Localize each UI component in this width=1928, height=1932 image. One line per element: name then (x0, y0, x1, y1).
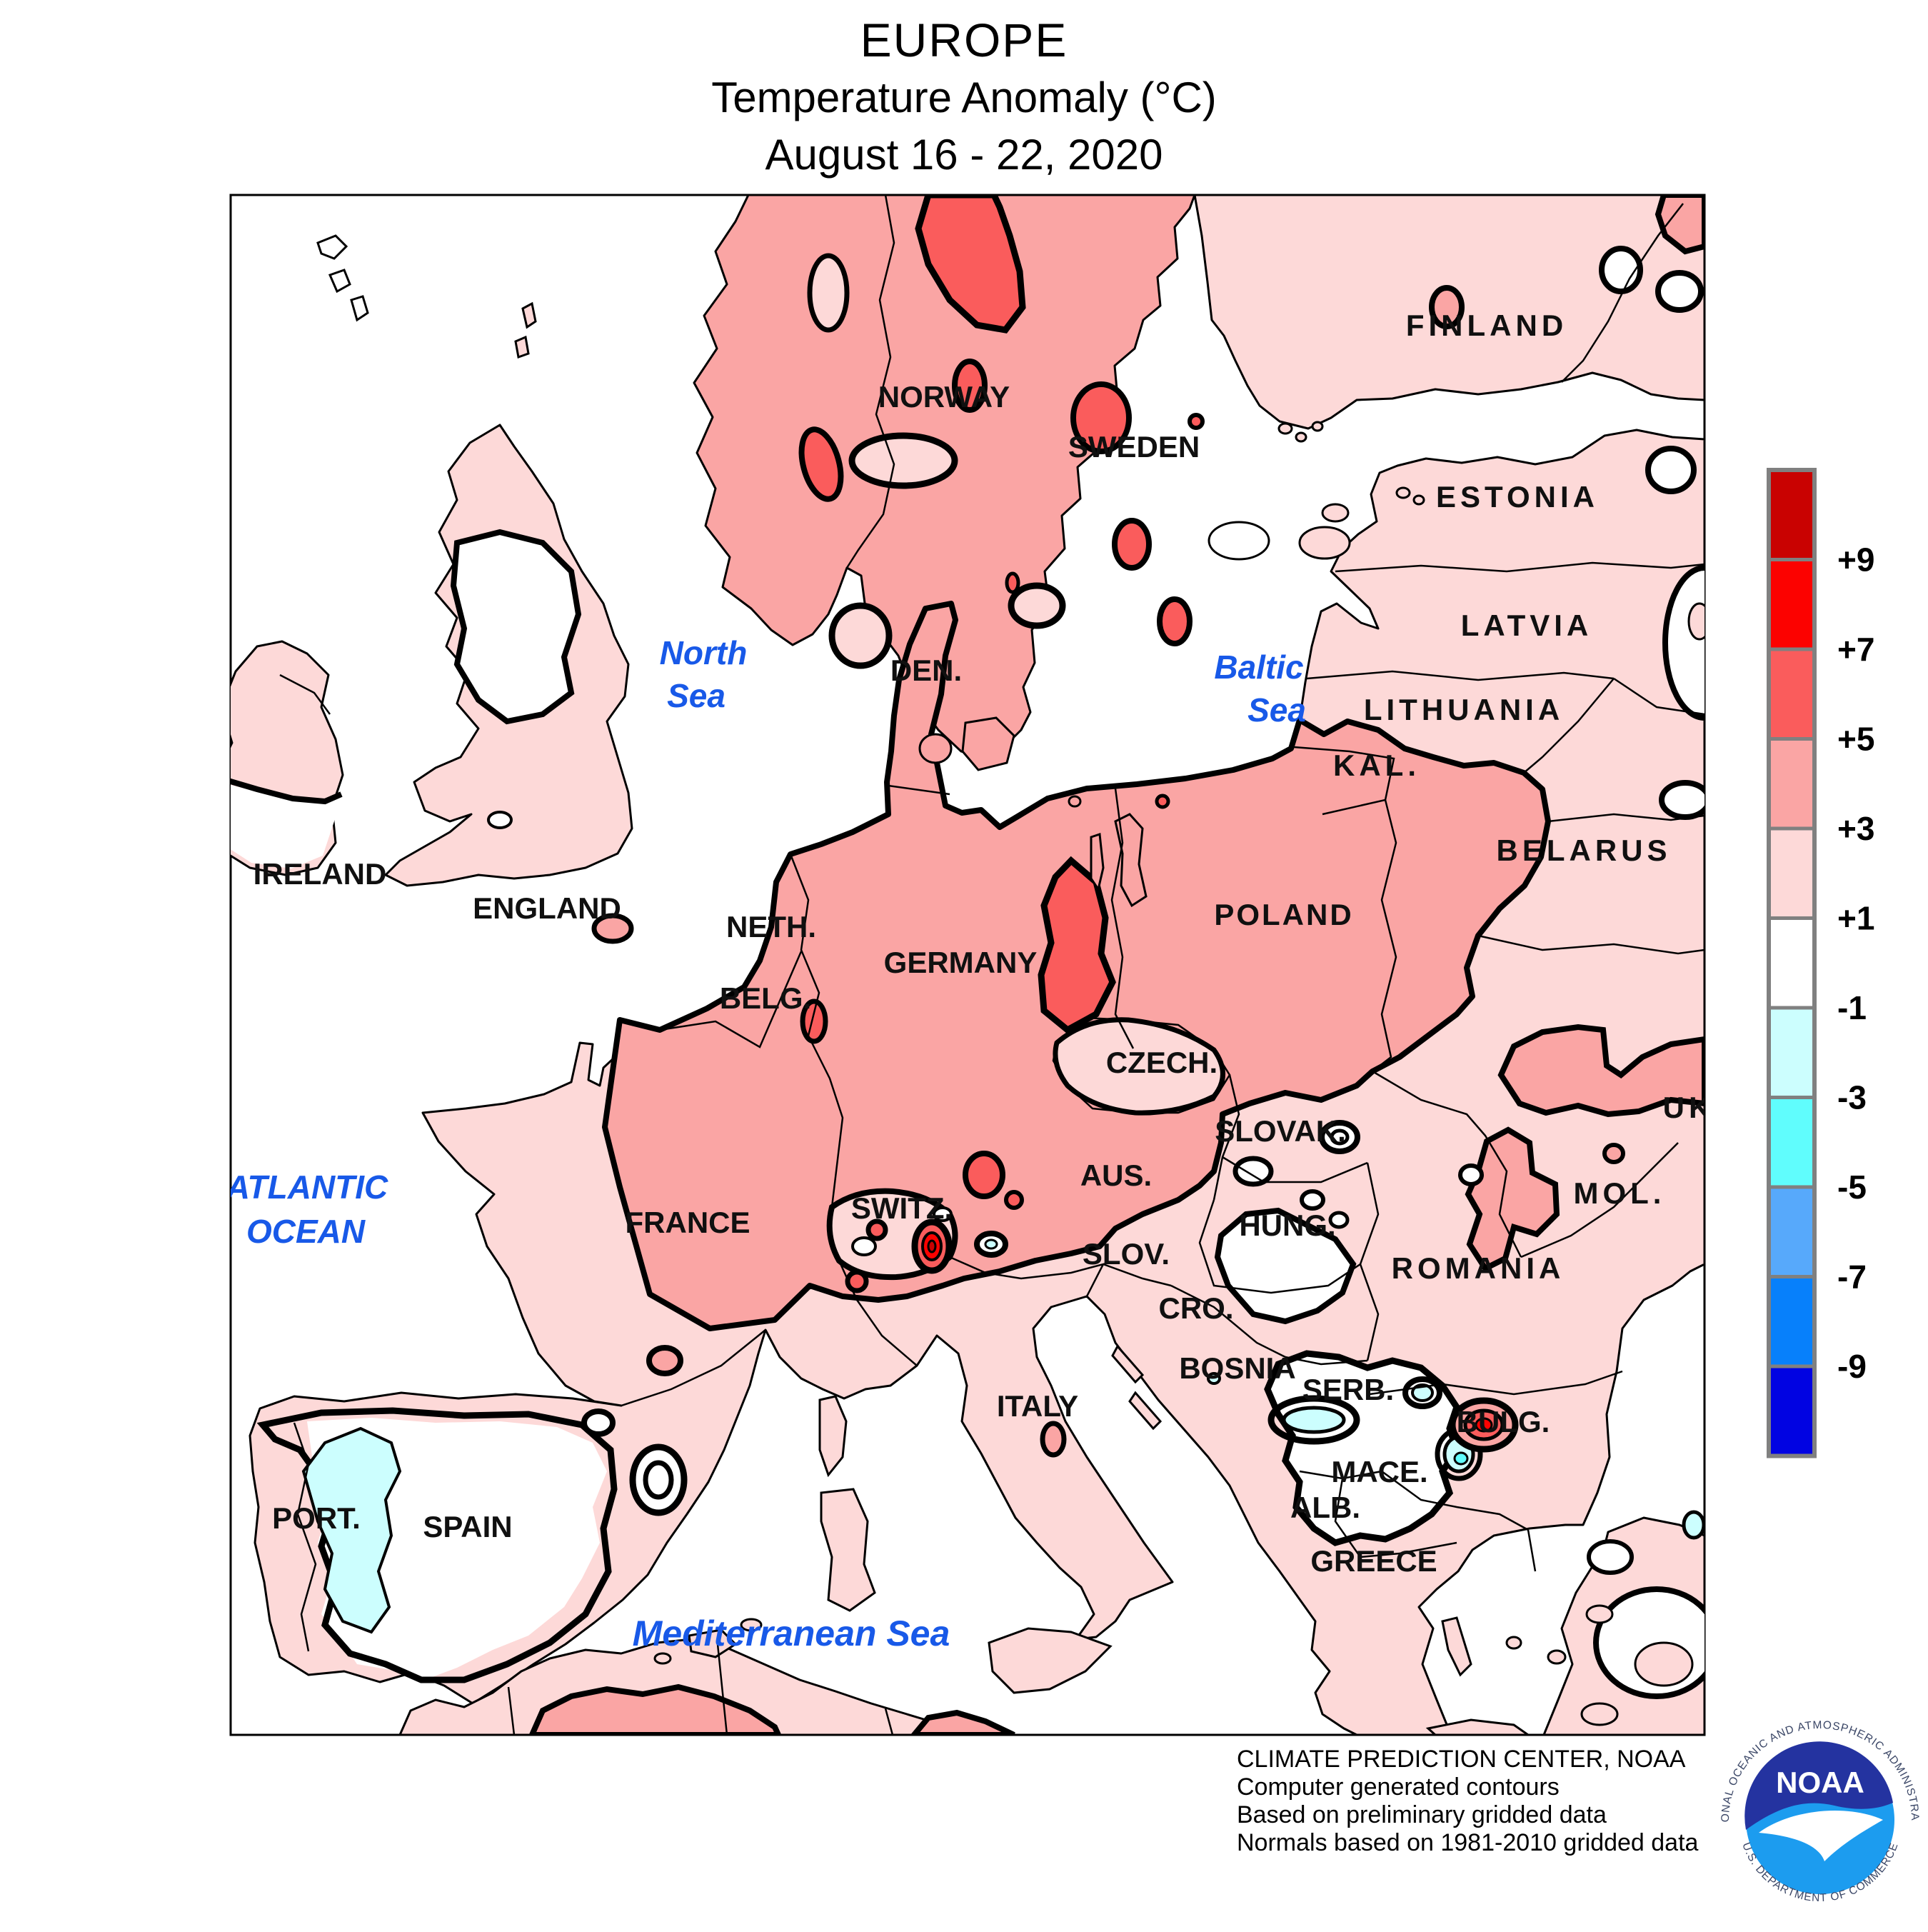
country-label-port: PORT. (272, 1501, 361, 1535)
sea-label-atlantic: ATLANTIC (226, 1168, 388, 1206)
country-label-latvia: LATVIA (1461, 609, 1593, 642)
islands (316, 234, 1619, 1735)
country-label-mace: MACE. (1331, 1455, 1427, 1488)
country-label-poland: POLAND (1214, 898, 1353, 931)
footer-line-2: Computer generated contours (1237, 1773, 1560, 1801)
country-label-romania: ROMANIA (1392, 1251, 1565, 1285)
map-date-range: August 16 - 22, 2020 (765, 131, 1163, 179)
country-label-mol: MOL. (1574, 1176, 1666, 1210)
country-label-ireland: IRELAND (253, 857, 387, 891)
legend-cell-7 (1767, 1096, 1817, 1189)
country-borders (279, 195, 1704, 1735)
country-label-belarus: BELARUS (1496, 834, 1671, 867)
legend-cell-2 (1767, 647, 1817, 741)
noaa-logo: NOAA NATIONAL OCEANIC AND ATMOSPHERIC AD… (1718, 1718, 1922, 1922)
country-label-den: DEN. (890, 654, 962, 687)
legend-label-+9: +9 (1837, 541, 1874, 579)
country-label-france: FRANCE (626, 1206, 750, 1239)
legend-cell-5 (1767, 916, 1817, 1010)
legend-label--5: -5 (1837, 1168, 1867, 1206)
country-label-aus: AUS. (1080, 1158, 1152, 1192)
footer-line-4: Normals based on 1981-2010 gridded data (1237, 1829, 1699, 1856)
legend-cell-9 (1767, 1275, 1817, 1368)
legend-cell-8 (1767, 1185, 1817, 1278)
sea-label-north: North (660, 634, 748, 671)
legend-cell-6 (1767, 1006, 1817, 1099)
legend-label--9: -9 (1837, 1348, 1867, 1385)
noaa-seagull-icon (1759, 1811, 1883, 1861)
legend-label-+1: +1 (1837, 900, 1874, 937)
country-label-bosnia: BOSNIA (1179, 1351, 1295, 1385)
legend-cell-4 (1767, 826, 1817, 920)
neutral-and-cool-pockets (231, 246, 1704, 1699)
legend-label--1: -1 (1837, 989, 1867, 1026)
country-label-italy: ITALY (997, 1389, 1078, 1423)
country-label-belg: BELG. (720, 981, 811, 1015)
sea-label-mediterraneansea: Mediterranean Sea (633, 1613, 950, 1653)
country-label-england: ENGLAND (473, 891, 621, 925)
country-label-hung: HUNG. (1239, 1208, 1335, 1242)
footer-credits: CLIMATE PREDICTION CENTER, NOAA Computer… (1237, 1746, 1722, 1857)
legend-cell-0 (1767, 468, 1817, 561)
country-label-spain: SPAIN (423, 1510, 512, 1543)
country-label-germany: GERMANY (884, 946, 1038, 979)
sea-label-sea: Sea (1247, 691, 1306, 729)
country-label-switz: SWITZ. (851, 1191, 953, 1225)
country-label-lithuania: LITHUANIA (1364, 693, 1564, 726)
legend-cell-10 (1767, 1364, 1817, 1458)
legend-label-+5: +5 (1837, 721, 1874, 758)
country-label-czech: CZECH. (1106, 1046, 1217, 1079)
legend-label-+7: +7 (1837, 631, 1874, 668)
temperature-scale-legend: +9 +7 +5 +3 +1 -1 -3 -5 -7 -9 (1767, 468, 1874, 1458)
country-label-neth: NETH. (726, 910, 816, 944)
sea-labels: North Sea Baltic Sea ATLANTIC OCEAN Mediterran… (226, 634, 1306, 1653)
footer-line-1: CLIMATE PREDICTION CENTER, NOAA (1237, 1746, 1686, 1773)
country-labels: NORWAY SWEDEN FINLAND ESTONIA LATVIA LITHUANI… (253, 309, 1754, 1578)
legend-label--7: -7 (1837, 1258, 1867, 1296)
country-label-serb: SERB. (1302, 1373, 1394, 1406)
sea-label-sea: Sea (667, 677, 725, 714)
country-label-norway: NORWAY (878, 380, 1010, 414)
sea-label-baltic: Baltic (1214, 649, 1303, 686)
country-label-finland: FINLAND (1406, 309, 1567, 342)
legend-label--3: -3 (1837, 1079, 1867, 1116)
country-label-slovak: SLOVAK. (1215, 1114, 1346, 1148)
noaa-acronym: NOAA (1776, 1766, 1864, 1799)
country-label-estonia: ESTONIA (1436, 480, 1599, 514)
legend-cell-1 (1767, 558, 1817, 651)
sea-label-ocean: OCEAN (246, 1213, 366, 1250)
hot-anomaly-spots (798, 195, 1519, 1453)
country-label-slov: SLOV. (1083, 1237, 1170, 1271)
country-label-greece: GREECE (1310, 1544, 1437, 1578)
country-label-ukr: UKR. (1663, 1091, 1754, 1124)
country-label-cro: CRO. (1159, 1291, 1234, 1325)
country-label-bulg: BULG. (1457, 1405, 1550, 1438)
footer-line-3: Based on preliminary gridded data (1237, 1801, 1607, 1828)
legend-outline (1767, 468, 1817, 1458)
country-label-sweden: SWEDEN (1068, 430, 1200, 464)
map-content: NORWAY SWEDEN FINLAND ESTONIA LATVIA LITHUANI… (226, 195, 1754, 1735)
map-subtitle: Temperature Anomaly (°C) (711, 74, 1217, 121)
country-label-kal: KAL. (1333, 749, 1420, 782)
map-title: EUROPE (860, 14, 1068, 66)
legend-cell-3 (1767, 737, 1817, 831)
country-label-alb: ALB. (1290, 1491, 1360, 1524)
legend-label-+3: +3 (1837, 810, 1874, 847)
